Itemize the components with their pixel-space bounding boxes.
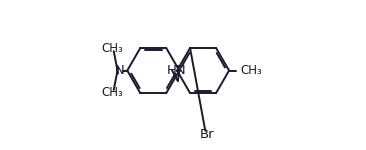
Text: Br: Br [199,128,214,141]
Text: HN: HN [167,64,186,77]
Text: CH₃: CH₃ [101,42,123,55]
Text: CH₃: CH₃ [240,64,262,77]
Text: CH₃: CH₃ [101,86,123,99]
Text: N: N [115,64,124,77]
